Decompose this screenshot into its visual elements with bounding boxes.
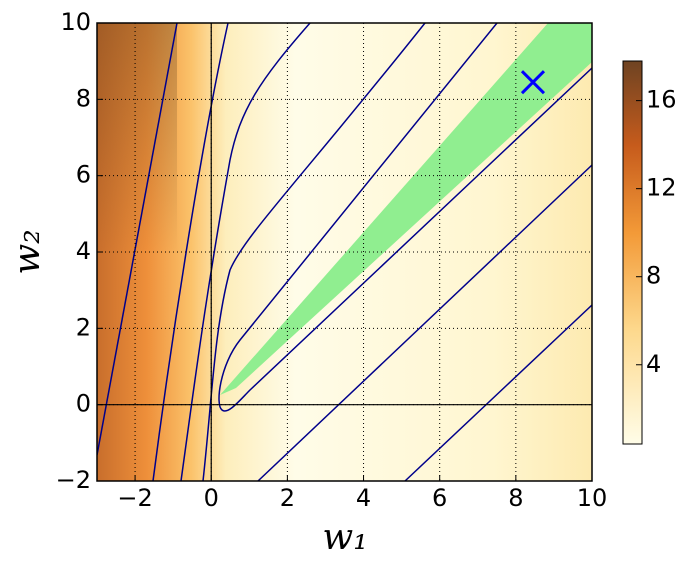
- plot-frame: [96, 22, 593, 482]
- y-tick-label: 4: [76, 237, 91, 265]
- y-tick-label: 2: [76, 313, 91, 341]
- colorbar-tick-label: 16: [646, 86, 677, 114]
- x-tick-label: 2: [280, 484, 295, 512]
- contour: [257, 164, 592, 481]
- y-tick-label: 0: [76, 390, 91, 418]
- x-tick-label: 8: [508, 484, 523, 512]
- x-tick-label: 6: [432, 484, 447, 512]
- contour: [404, 304, 592, 481]
- y-axis-label: w₂: [7, 229, 48, 274]
- colorbar: [622, 60, 643, 445]
- contour: [218, 23, 592, 412]
- x-axis-label: w₁: [322, 517, 367, 558]
- marker: [520, 70, 546, 95]
- x-tick-label: 10: [577, 484, 608, 512]
- x-tick-label: 0: [204, 484, 219, 512]
- colorbar-tick-label: 8: [646, 262, 661, 290]
- y-tick-label: 10: [60, 8, 91, 36]
- y-tick-label: 8: [76, 84, 91, 112]
- x-tick-label: −2: [117, 484, 152, 512]
- x-tick-label: 4: [356, 484, 371, 512]
- y-tick-label: 6: [76, 161, 91, 189]
- marker-stroke: [520, 70, 546, 95]
- colorbar-tick-label: 12: [646, 174, 677, 202]
- region: [220, 23, 592, 395]
- colorbar-tick-label: 4: [646, 350, 661, 378]
- contour: [152, 23, 229, 481]
- y-tick-label: −2: [56, 466, 91, 494]
- contour: [97, 23, 178, 456]
